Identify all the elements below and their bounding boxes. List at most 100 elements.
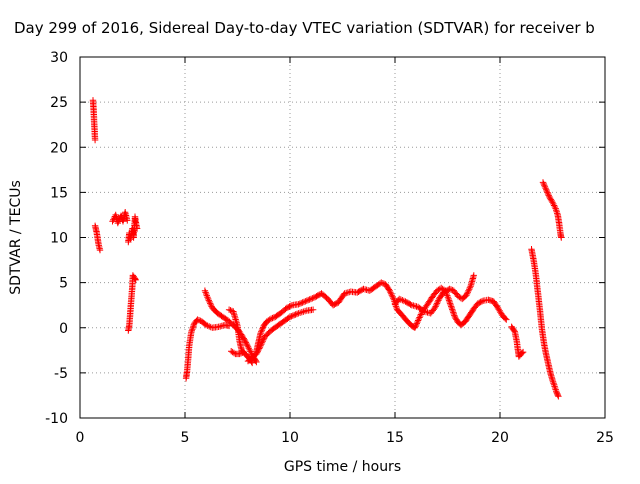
data-points (89, 97, 565, 400)
data-point-plus-marker (545, 192, 552, 199)
data-point-plus-marker (300, 298, 308, 306)
data-point-plus-marker (217, 323, 224, 330)
data-point-plus-marker (96, 246, 104, 254)
y-tick-label: 25 (50, 95, 68, 111)
data-point-plus-marker (519, 348, 527, 356)
data-point-plus-marker (413, 320, 420, 327)
data-point-plus-marker (286, 313, 294, 321)
data-point-plus-marker (296, 300, 303, 307)
data-point-plus-marker (447, 286, 455, 293)
data-point-plus-marker (245, 345, 252, 352)
data-point-plus-marker (385, 286, 393, 293)
data-point-plus-marker (285, 314, 292, 321)
data-point-plus-marker (470, 272, 477, 279)
data-point-plus-marker (227, 307, 234, 314)
data-point-plus-marker (379, 280, 386, 287)
data-point-plus-marker (242, 338, 249, 345)
data-point-plus-marker (91, 136, 99, 144)
data-point-plus-marker (293, 310, 301, 318)
data-point-plus-marker (267, 315, 275, 322)
data-point-plus-marker (435, 297, 442, 304)
data-point-plus-marker (451, 312, 458, 319)
data-point-plus-marker (552, 205, 559, 212)
data-point-plus-marker (195, 317, 203, 324)
data-point-plus-marker (205, 297, 212, 304)
data-point-plus-marker (412, 323, 419, 330)
data-point-plus-marker (242, 339, 250, 346)
data-point-plus-marker (389, 293, 396, 300)
data-point-plus-marker (237, 350, 245, 357)
data-point-plus-marker (206, 298, 213, 306)
data-point-plus-marker (419, 307, 427, 314)
data-point-plus-marker (300, 308, 307, 315)
y-tick-label: 15 (50, 185, 68, 201)
data-point-plus-marker (431, 304, 439, 312)
data-point-plus-marker (554, 391, 561, 399)
grid (80, 57, 605, 418)
data-point-plus-marker (544, 190, 552, 198)
data-point-plus-marker (114, 219, 121, 227)
data-point-plus-marker (464, 289, 471, 296)
data-point-plus-marker (407, 301, 414, 308)
data-point-plus-marker (243, 340, 250, 348)
data-point-plus-marker (547, 196, 555, 203)
data-point-plus-marker (548, 197, 555, 205)
data-point-plus-marker (446, 300, 454, 307)
data-point-plus-marker (544, 189, 551, 196)
data-point-plus-marker (244, 343, 252, 350)
data-point-plus-marker (546, 195, 554, 202)
data-point-plus-marker (463, 290, 471, 297)
data-point-plus-marker (309, 306, 317, 313)
data-point-plus-marker (503, 316, 510, 323)
data-point-plus-marker (541, 182, 548, 189)
data-point-plus-marker (240, 335, 247, 342)
data-point-plus-marker (258, 327, 266, 334)
data-point-plus-marker (309, 295, 316, 302)
data-point-plus-marker (259, 338, 266, 345)
data-point-plus-marker (230, 349, 238, 357)
data-point-plus-marker (549, 199, 556, 206)
data-point-plus-marker (295, 301, 302, 308)
data-point-plus-marker (449, 306, 456, 313)
data-point-plus-marker (542, 185, 549, 192)
data-point-plus-marker (386, 287, 393, 294)
data-point-plus-marker (202, 321, 210, 329)
data-point-plus-marker (417, 311, 425, 318)
data-point-plus-marker (270, 314, 278, 321)
data-point-plus-marker (552, 386, 559, 393)
y-tick-label: -10 (45, 411, 68, 427)
data-point-plus-marker (399, 297, 406, 304)
data-point-plus-marker (202, 289, 209, 296)
data-point-plus-marker (550, 200, 557, 208)
data-point-plus-marker (302, 298, 309, 305)
data-point-plus-marker (550, 202, 558, 209)
data-point-plus-marker (446, 285, 453, 293)
data-point-plus-marker (378, 279, 385, 286)
data-point-plus-marker (493, 303, 501, 310)
data-point-plus-marker (269, 314, 276, 322)
data-point-plus-marker (194, 316, 201, 323)
data-point-plus-marker (133, 225, 141, 232)
data-point-plus-marker (466, 286, 473, 293)
data-point-plus-marker (397, 296, 404, 303)
data-point-plus-marker (387, 290, 395, 297)
data-point-plus-marker (236, 350, 243, 358)
data-point-plus-marker (390, 295, 397, 302)
data-point-plus-marker (543, 187, 550, 195)
data-point-plus-marker (432, 303, 439, 310)
data-point-plus-marker (201, 320, 209, 328)
data-point-plus-marker (478, 298, 486, 305)
y-tick-label: -5 (54, 366, 68, 382)
y-tick-label: 5 (59, 276, 68, 292)
data-point-plus-marker (452, 315, 459, 322)
data-point-plus-marker (510, 327, 518, 334)
y-axis-label: SDTVAR / TECUs (8, 180, 24, 295)
data-point-plus-marker (518, 349, 526, 357)
data-point-plus-marker (555, 393, 562, 400)
data-point-plus-marker (554, 210, 561, 217)
data-point-plus-marker (305, 296, 312, 304)
x-axis-label: GPS time / hours (284, 459, 401, 475)
data-point-plus-marker (204, 295, 212, 303)
data-point-plus-marker (446, 298, 453, 306)
